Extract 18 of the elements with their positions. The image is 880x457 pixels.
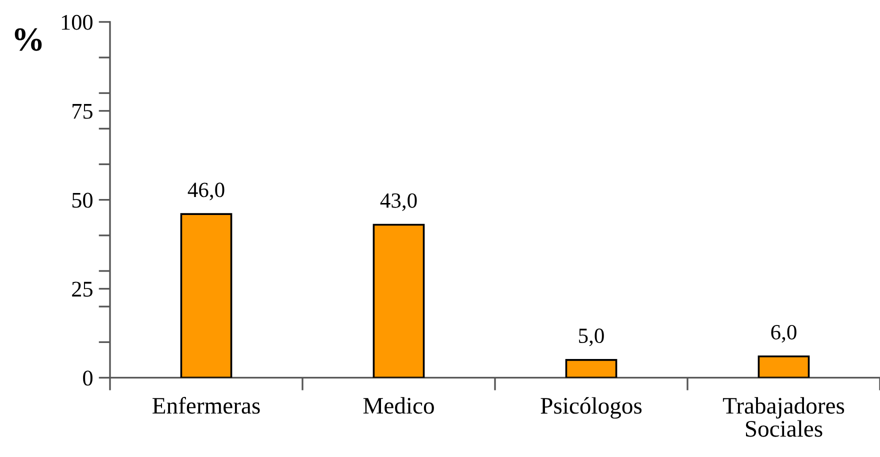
x-tick-label: Trabajadores Sociales — [722, 397, 844, 437]
y-tick-label: 50 — [72, 192, 92, 208]
y-tick-label: 75 — [72, 104, 92, 119]
x-tick-label: Medico — [363, 397, 434, 414]
x-tick-label: Psicólogos — [540, 397, 642, 419]
y-tick-label: 25 — [72, 282, 92, 297]
bar — [180, 213, 232, 378]
bar — [565, 359, 618, 378]
bar — [758, 355, 810, 378]
data-label: 43,0 — [380, 193, 417, 211]
bar — [372, 224, 425, 378]
data-label: 6,0 — [771, 324, 796, 343]
y-axis-title: % — [14, 28, 42, 51]
data-label: 5,0 — [579, 328, 604, 346]
x-tick-label: Enfermeras — [152, 396, 260, 414]
data-label: 46,0 — [188, 182, 224, 200]
y-tick-label: 100 — [62, 14, 92, 30]
y-tick-label: 0 — [83, 370, 92, 386]
